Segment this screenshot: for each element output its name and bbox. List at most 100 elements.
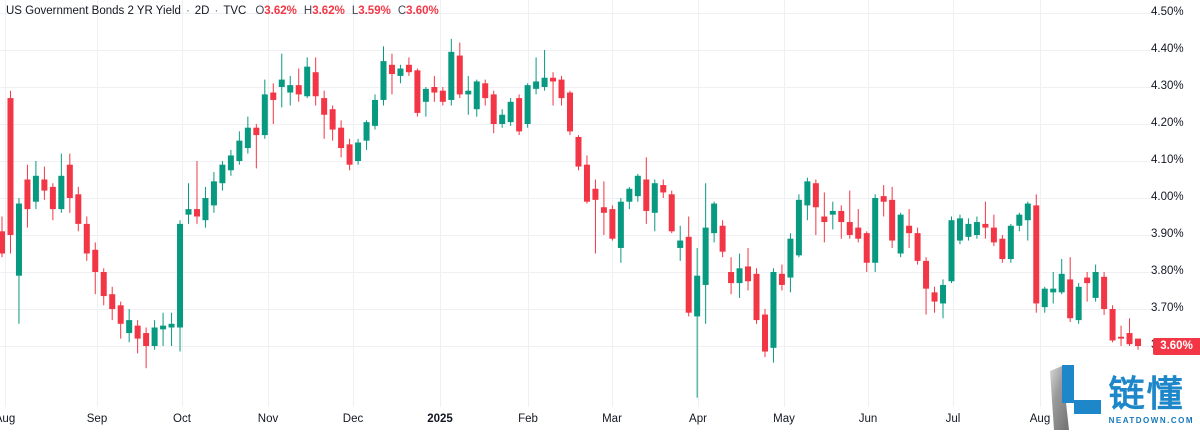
candle-body[interactable] (448, 51, 455, 100)
candle-body[interactable] (973, 222, 980, 235)
candle-body[interactable] (439, 90, 446, 102)
candle-body[interactable] (634, 175, 641, 197)
candle-body[interactable] (1101, 276, 1108, 309)
candle-body[interactable] (643, 179, 650, 211)
candle-body[interactable] (872, 198, 879, 263)
candle-body[interactable] (92, 249, 99, 272)
candle-body[interactable] (1050, 288, 1057, 293)
candle-body[interactable] (261, 94, 268, 136)
candle-body[interactable] (821, 216, 828, 223)
candle-body[interactable] (923, 260, 930, 289)
candle-body[interactable] (109, 294, 116, 309)
candle-body[interactable] (422, 88, 429, 102)
candle-body[interactable] (541, 77, 548, 87)
interval-label[interactable]: 2D (194, 5, 210, 17)
candle-body[interactable] (567, 92, 573, 132)
candle-body[interactable] (1041, 288, 1048, 308)
candle-body[interactable] (58, 175, 65, 210)
candle-body[interactable] (329, 109, 336, 130)
candle-body[interactable] (761, 314, 768, 352)
candle-body[interactable] (1092, 272, 1099, 298)
candle-body[interactable] (948, 220, 955, 282)
candle-body[interactable] (219, 164, 226, 184)
candle-body[interactable] (0, 231, 5, 254)
candle-body[interactable] (651, 183, 658, 213)
candle-body[interactable] (126, 320, 133, 334)
candle-body[interactable] (711, 203, 718, 234)
candle-body[interactable] (558, 79, 565, 99)
candle-body[interactable] (380, 61, 387, 100)
candle-body[interactable] (312, 72, 319, 97)
candle-body[interactable] (770, 272, 777, 348)
candle-body[interactable] (372, 99, 379, 126)
candle-body[interactable] (1007, 225, 1014, 260)
candle-body[interactable] (346, 144, 353, 165)
candle-body[interactable] (49, 186, 56, 210)
candle-body[interactable] (1109, 309, 1116, 341)
candle-body[interactable] (321, 98, 328, 115)
candle-body[interactable] (253, 127, 260, 136)
candle-body[interactable] (668, 194, 675, 232)
candle-body[interactable] (431, 87, 438, 93)
candle-body[interactable] (829, 210, 836, 215)
candle-body[interactable] (719, 225, 726, 252)
candle-body[interactable] (66, 164, 73, 198)
candle-body[interactable] (397, 68, 404, 76)
candle-body[interactable] (575, 136, 582, 167)
candle-body[interactable] (745, 266, 752, 282)
candle-body[interactable] (227, 155, 234, 171)
candle-body[interactable] (151, 327, 158, 347)
candle-body[interactable] (855, 227, 862, 239)
candle-body[interactable] (363, 122, 370, 141)
candle-body[interactable] (940, 284, 947, 304)
candle-body[interactable] (287, 85, 294, 93)
candle-body[interactable] (914, 233, 921, 261)
candle-body[interactable] (202, 198, 209, 221)
candle-body[interactable] (533, 81, 540, 89)
candle-body[interactable] (990, 227, 997, 243)
candle-body[interactable] (100, 272, 107, 297)
candle-body[interactable] (236, 140, 243, 161)
site-logo[interactable]: 链懂 NEATDOWN.COM (1049, 364, 1194, 432)
candle-body[interactable] (1135, 338, 1141, 346)
candle-body[interactable] (499, 114, 506, 124)
candle-body[interactable] (516, 98, 523, 132)
candle-body[interactable] (609, 209, 616, 239)
candle-body[interactable] (473, 81, 480, 110)
candle-body[interactable] (210, 181, 217, 206)
candle-body[interactable] (117, 305, 124, 324)
candle-body[interactable] (677, 240, 684, 248)
candle-body[interactable] (134, 325, 141, 339)
candle-body[interactable] (956, 218, 963, 241)
candle-body[interactable] (507, 101, 514, 123)
candle-body[interactable] (143, 333, 150, 346)
candle-body[interactable] (160, 325, 167, 330)
candle-body[interactable] (1084, 277, 1091, 284)
candle-body[interactable] (592, 188, 599, 200)
candle-body[interactable] (338, 127, 345, 149)
candle-body[interactable] (1016, 214, 1023, 226)
candle-body[interactable] (965, 223, 972, 237)
candle-body[interactable] (795, 199, 802, 256)
candle-body[interactable] (295, 85, 302, 95)
candle-body[interactable] (999, 238, 1006, 260)
candle-body[interactable] (1058, 273, 1065, 293)
candle-body[interactable] (1024, 203, 1031, 221)
candle-body[interactable] (931, 292, 938, 302)
candle-body[interactable] (193, 209, 200, 217)
candle-body[interactable] (41, 179, 48, 191)
candle-body[interactable] (83, 223, 90, 254)
candle-body[interactable] (753, 273, 760, 321)
candle-body[interactable] (177, 223, 184, 328)
candle-body[interactable] (278, 79, 285, 87)
candle-body[interactable] (812, 183, 819, 208)
candle-body[interactable] (414, 70, 421, 113)
candle-body[interactable] (15, 203, 22, 276)
candle-body[interactable] (355, 142, 362, 162)
candle-body[interactable] (524, 85, 531, 124)
candle-body[interactable] (550, 77, 557, 82)
candle-body[interactable] (626, 188, 633, 202)
candle-body[interactable] (728, 272, 735, 284)
candle-body[interactable] (660, 185, 667, 193)
